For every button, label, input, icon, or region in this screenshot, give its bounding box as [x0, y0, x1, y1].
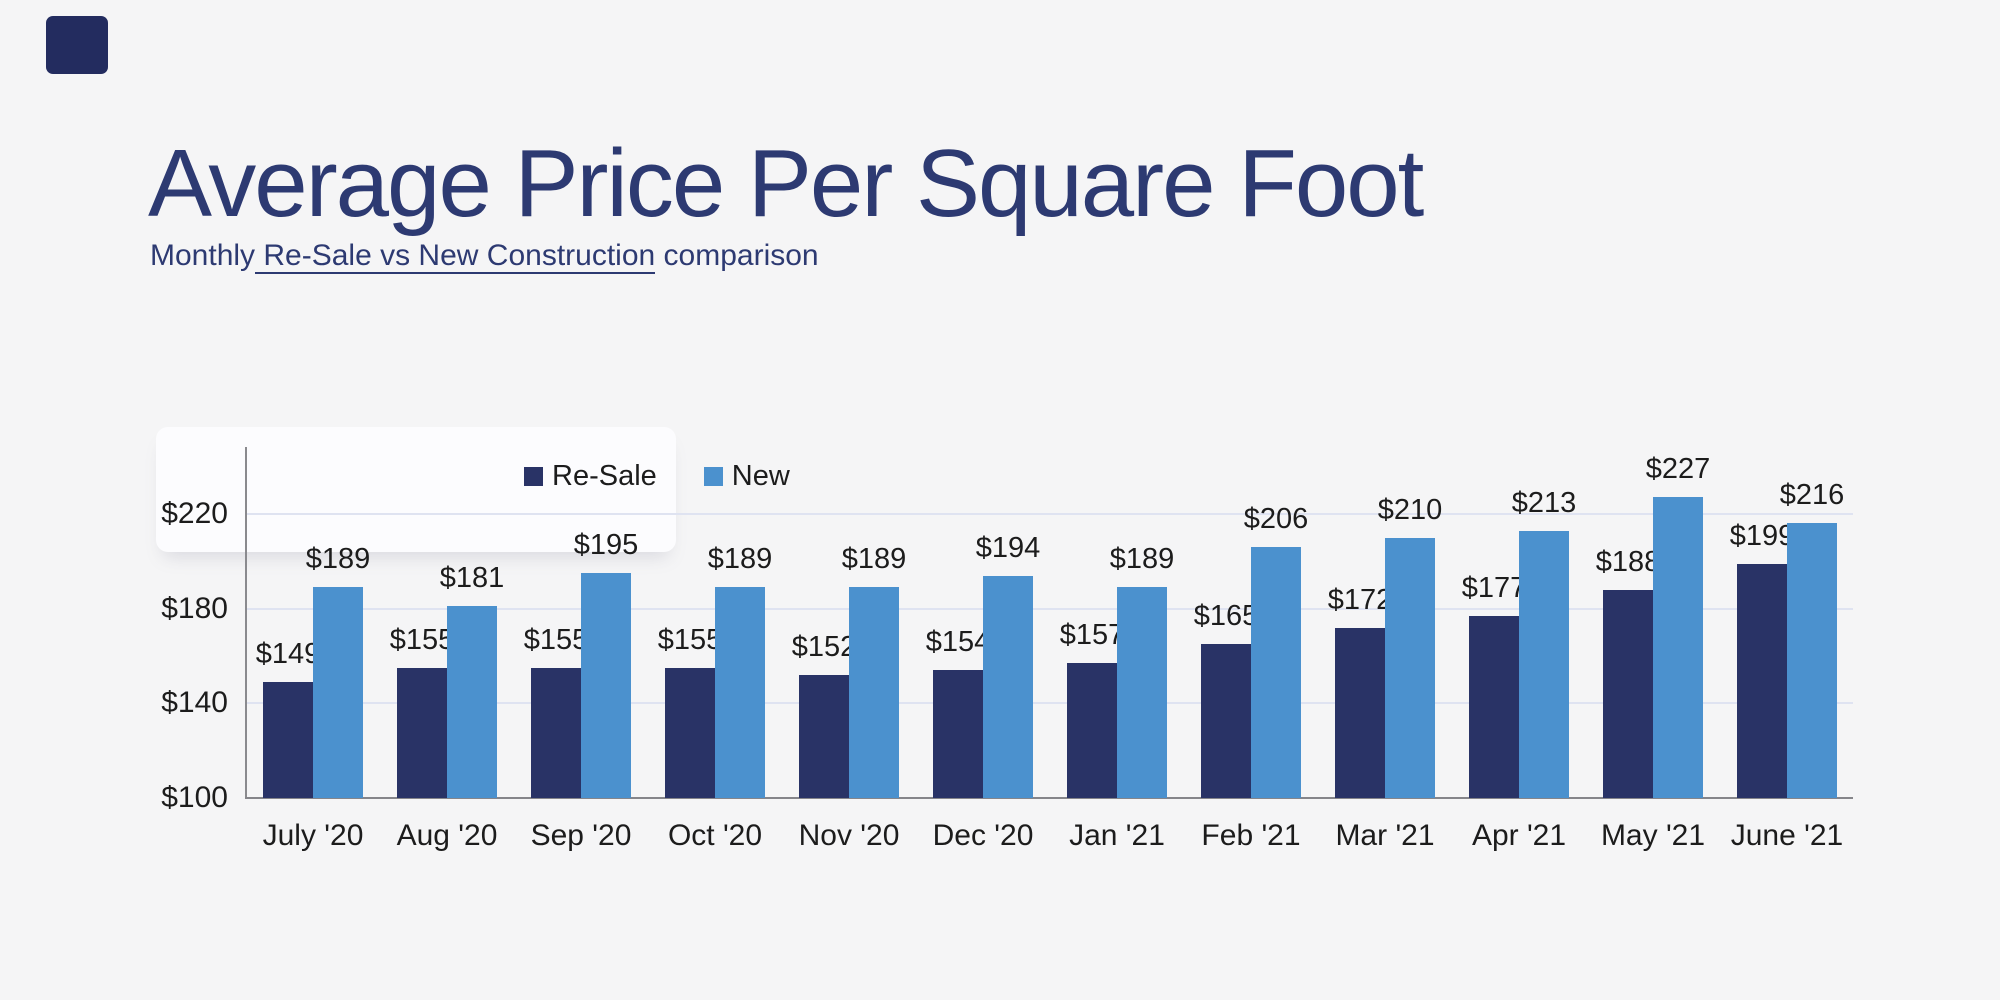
bar-resale — [1469, 616, 1519, 798]
bar-value-label: $165 — [1193, 600, 1259, 632]
bar-resale — [397, 668, 447, 798]
bar-new — [1653, 497, 1703, 798]
bar-resale — [665, 668, 715, 798]
bar-new — [983, 576, 1033, 798]
legend-swatch-resale — [524, 467, 543, 486]
subtitle-suffix: comparison — [655, 239, 819, 272]
x-axis-label: June '21 — [1730, 819, 1844, 852]
x-axis-label: Nov '20 — [798, 819, 900, 852]
bar-resale — [263, 682, 313, 798]
bar-resale — [799, 675, 849, 798]
x-axis-label: Dec '20 — [932, 819, 1034, 852]
x-axis-label: July '20 — [262, 819, 364, 852]
bar-new — [313, 587, 363, 798]
bar-value-label: $155 — [389, 624, 455, 656]
bar-value-label: $189 — [707, 543, 773, 575]
bar-value-label: $155 — [523, 624, 589, 656]
bar-value-label: $213 — [1511, 487, 1577, 519]
page-title: Average Price Per Square Foot — [148, 130, 1424, 237]
legend-label-resale: Re-Sale — [552, 460, 657, 492]
bar-resale — [933, 670, 983, 798]
bar-resale — [531, 668, 581, 798]
bar-resale — [1603, 590, 1653, 798]
bar-new — [1117, 587, 1167, 798]
y-axis-line — [245, 447, 247, 799]
bar-value-label: $199 — [1729, 520, 1795, 552]
bar-value-label: $155 — [657, 624, 723, 656]
bar-new — [447, 606, 497, 798]
bar-resale — [1737, 564, 1787, 798]
bar-value-label: $157 — [1059, 619, 1125, 651]
x-axis-label: Oct '20 — [667, 819, 763, 852]
bar-value-label: $181 — [439, 562, 505, 594]
x-axis-label: Feb '21 — [1201, 819, 1301, 852]
subtitle-prefix: Monthly — [150, 239, 256, 272]
x-axis-label: Sep '20 — [530, 819, 632, 852]
bar-new — [715, 587, 765, 798]
bar-value-label: $152 — [791, 631, 857, 663]
bar-resale — [1335, 628, 1385, 798]
legend-swatch-new — [703, 467, 723, 486]
bar-value-label: $210 — [1377, 494, 1443, 526]
bar-value-label: $154 — [925, 626, 991, 658]
x-axis-label: Mar '21 — [1335, 819, 1435, 852]
chart-legend: Re-Sale New — [524, 462, 790, 491]
bar-new — [849, 587, 899, 798]
bar-new — [581, 573, 631, 798]
bar-resale — [1067, 663, 1117, 798]
bar-new — [1787, 523, 1837, 798]
x-axis-label: May '21 — [1600, 819, 1706, 852]
bar-value-label: $195 — [573, 529, 639, 561]
bar-value-label: $194 — [975, 532, 1041, 564]
bar-new — [1519, 531, 1569, 798]
y-tick-label: $180 — [161, 591, 228, 625]
bar-new — [1251, 547, 1301, 798]
decor-card — [156, 427, 676, 552]
bar-value-label: $149 — [255, 638, 321, 670]
page-subtitle: Monthly Re-Sale vs New Construction comp… — [150, 238, 819, 274]
logo-mark — [46, 16, 108, 74]
x-axis-label: Jan '21 — [1069, 819, 1165, 852]
x-axis-line — [245, 797, 1853, 799]
bar-value-label: $227 — [1645, 453, 1711, 485]
legend-label-new: New — [731, 460, 790, 492]
bar-value-label: $206 — [1243, 503, 1309, 535]
subtitle-underlined-text[interactable]: Re-Sale vs New Construction — [255, 239, 656, 274]
bar-value-label: $189 — [1109, 543, 1175, 575]
y-tick-label: $220 — [161, 497, 228, 530]
bar-value-label: $188 — [1595, 546, 1661, 578]
gridline — [247, 702, 1853, 705]
x-axis-label: Aug '20 — [396, 819, 498, 852]
y-tick-label: $100 — [161, 781, 228, 814]
gridline — [247, 513, 1853, 515]
bar-new — [1385, 538, 1435, 798]
bar-value-label: $172 — [1327, 584, 1393, 616]
bar-resale — [1201, 644, 1251, 798]
bar-value-label: $189 — [305, 543, 371, 575]
bar-value-label: $216 — [1779, 479, 1845, 511]
bar-value-label: $177 — [1461, 572, 1527, 604]
bar-value-label: $189 — [841, 543, 907, 575]
x-axis-label: Apr '21 — [1471, 819, 1567, 852]
y-tick-label: $140 — [161, 686, 228, 720]
gridline — [247, 607, 1853, 610]
